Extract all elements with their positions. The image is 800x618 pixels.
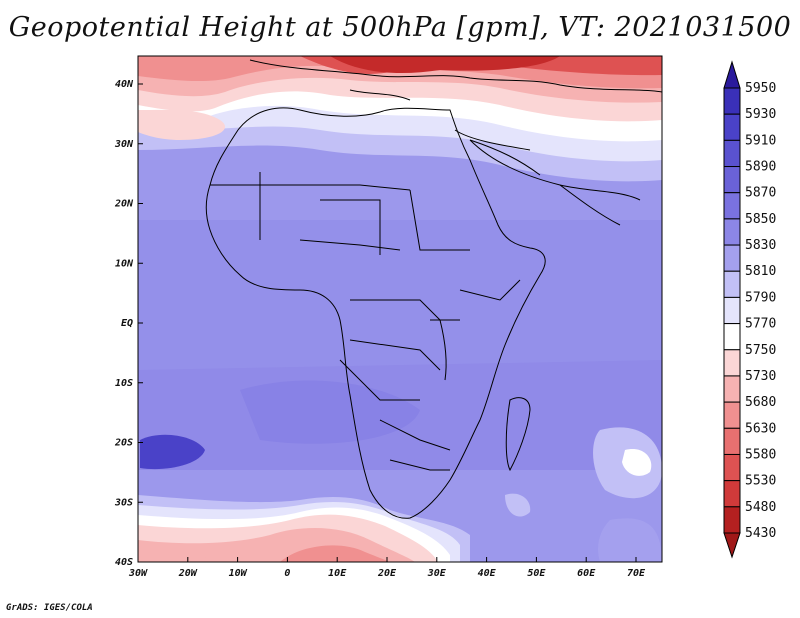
colorbar-swatch (723, 244, 741, 272)
colorbar-label: 5480 (745, 500, 776, 515)
colorbar-label: 5790 (745, 290, 776, 305)
lon-label: 0 (284, 568, 290, 579)
lon-label: 10E (328, 568, 347, 579)
lat-label: EQ (121, 318, 133, 329)
colorbar-swatch (723, 349, 741, 377)
lon-label: 70E (627, 568, 646, 579)
map-frame (137, 55, 663, 563)
lat-label: 10S (115, 378, 133, 389)
colorbar-label: 5830 (745, 238, 776, 253)
colorbar-swatch (723, 323, 741, 351)
map-title: Geopotential Height at 500hPa [gpm], VT:… (8, 12, 792, 43)
colorbar-swatch (723, 506, 741, 534)
lat-label: 20S (114, 438, 133, 449)
colorbar-bottom-arrow (723, 532, 741, 559)
colorbar-top-arrow (723, 60, 741, 89)
lon-label: 30W (128, 568, 148, 579)
longitude-axis: 30W 20W 10W 0 10E 20E 30E 40E 50E 60E 70E (128, 557, 646, 579)
colorbar-swatch (723, 218, 741, 246)
colorbar-label: 5870 (745, 186, 776, 201)
lon-label: 20W (178, 568, 198, 579)
colorbar-label: 5530 (745, 474, 776, 489)
lon-label: 30E (427, 568, 447, 579)
lon-label: 50E (527, 568, 546, 579)
colorbar-label: 5910 (745, 133, 776, 148)
colorbar-label: 5810 (745, 264, 776, 279)
colorbar-swatch (723, 166, 741, 194)
lon-label: 10W (229, 568, 248, 579)
lat-label: 40N (115, 79, 134, 90)
colorbar-label: 5430 (745, 526, 776, 541)
colorbar-label: 5750 (745, 343, 776, 358)
colorbar-swatch (723, 296, 741, 325)
lon-label: 20E (377, 568, 397, 579)
colorbar-label: 5730 (745, 369, 776, 384)
grads-credit: GrADS: IGES/COLA (6, 603, 93, 613)
colorbar-label: 5950 (745, 81, 776, 96)
lon-label: 60E (577, 568, 596, 579)
colorbar-swatch (723, 401, 741, 429)
colorbar-label: 5850 (745, 212, 776, 227)
colorbar-swatch (723, 480, 741, 508)
colorbar-swatch (723, 375, 741, 403)
lat-label: 30S (114, 497, 133, 508)
lat-label: 40S (115, 557, 133, 568)
colorbar-label: 5630 (745, 421, 776, 436)
colorbar-label: 5890 (745, 160, 776, 175)
lat-label: 20N (114, 199, 134, 210)
height-field (138, 56, 662, 562)
colorbar-swatch (723, 113, 741, 141)
colorbar-label: 5930 (745, 107, 776, 122)
colorbar-label: 5680 (745, 395, 776, 410)
colorbar-swatch (723, 453, 741, 482)
colorbar-swatch (723, 139, 741, 168)
colorbar-label: 5580 (745, 447, 776, 462)
coastlines (205, 59, 662, 519)
colorbar: 5950 5930 5910 5890 5870 5850 5830 5810 5790 5770… (723, 60, 776, 559)
colorbar-swatch (723, 87, 741, 115)
latitude-axis: 40N 30N 20N 10N EQ 10S 20S 30S 40S (114, 79, 143, 568)
colorbar-swatch (723, 270, 741, 298)
colorbar-label: 5770 (745, 317, 776, 332)
colorbar-swatch (723, 427, 741, 455)
lon-label: 40E (478, 568, 497, 579)
lat-label: 10N (115, 258, 134, 269)
lat-label: 30N (114, 139, 134, 150)
colorbar-swatch (723, 192, 741, 220)
